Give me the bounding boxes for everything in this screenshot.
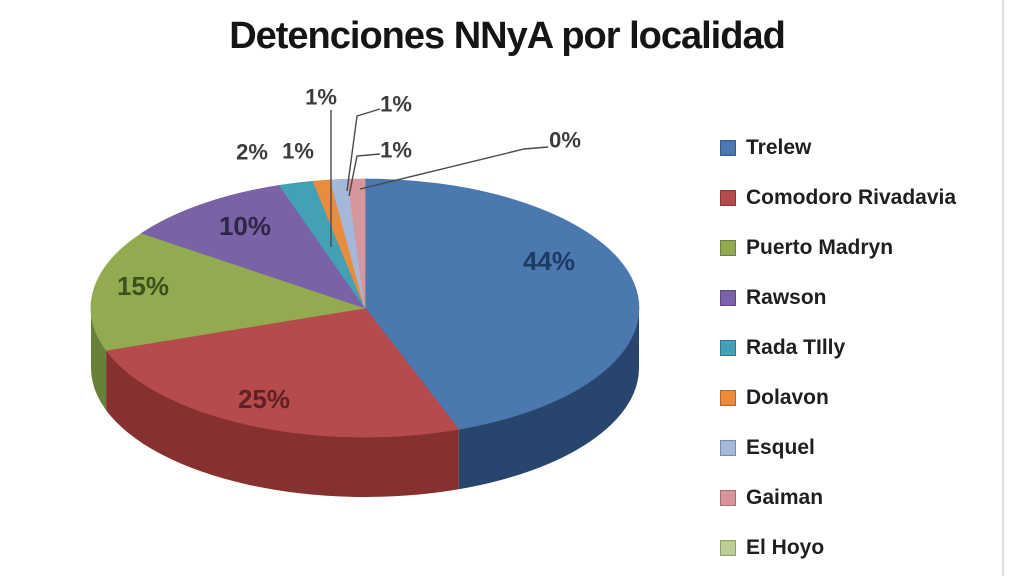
legend-swatch-icon (720, 390, 736, 406)
legend-item-esquel: Esquel (720, 423, 956, 473)
legend-label: Gaiman (746, 486, 824, 509)
percent-label: 44% (523, 246, 575, 276)
legend-label: El Hoyo (746, 536, 825, 559)
legend-label: Rada TIlly (746, 336, 846, 359)
percent-label: 1% (380, 92, 412, 117)
legend-item-comodoro-rivadavia: Comodoro Rivadavia (720, 173, 956, 223)
legend-item-gaiman: Gaiman (720, 473, 956, 523)
legend-label: Puerto Madryn (746, 236, 894, 259)
pie-sides (91, 308, 639, 497)
legend-swatch-icon (720, 290, 736, 306)
legend-swatch-icon (720, 340, 736, 356)
legend-item-el-hoyo: El Hoyo (720, 523, 956, 573)
pie-callouts: 44% 25% 15% 10% 2% 1% 1% 1% 1% 0% (117, 85, 581, 415)
pie-slice-side-trelew (458, 308, 639, 490)
pie-slice-comodoro-rivadavia (105, 307, 460, 438)
chart-title: Detenciones NNyA por localidad (229, 15, 786, 57)
legend: Trelew Comodoro Rivadavia Puerto Madryn Raw… (720, 123, 956, 573)
label-leader-line (346, 108, 381, 192)
label-leader-line (348, 153, 381, 197)
legend-label: Dolavon (746, 386, 829, 409)
percent-label: 2% (236, 140, 268, 165)
legend-label: Rawson (746, 286, 827, 309)
legend-label: Esquel (746, 436, 815, 459)
legend-item-rada-tilly: Rada TIlly (720, 323, 956, 373)
legend-label: Comodoro Rivadavia (746, 186, 957, 209)
percent-label: 15% (117, 271, 169, 301)
percent-label: 1% (380, 138, 412, 163)
legend-swatch-icon (720, 490, 736, 506)
percent-label: 10% (219, 211, 271, 241)
pie-slice-side-puerto-madryn (91, 308, 107, 411)
legend-item-puerto-madryn: Puerto Madryn (720, 223, 956, 273)
legend-item-dolavon: Dolavon (720, 373, 956, 423)
pie-slice-side-comodoro-rivadavia (106, 350, 459, 497)
legend-swatch-icon (720, 240, 736, 256)
percent-label: 1% (305, 85, 337, 110)
legend-label: Trelew (746, 136, 812, 159)
label-leader-line (359, 146, 549, 190)
legend-item-trelew: Trelew (720, 123, 956, 173)
legend-swatch-icon (720, 190, 736, 206)
legend-swatch-icon (720, 540, 736, 556)
percent-label: 25% (238, 384, 290, 414)
pie-tops (90, 178, 640, 438)
legend-swatch-icon (720, 140, 736, 156)
pie-slice-gaiman (347, 178, 366, 309)
legend-item-rawson: Rawson (720, 273, 956, 323)
percent-label: 0% (549, 128, 581, 153)
table-cell-border-line (1002, 0, 1004, 576)
legend-swatch-icon (720, 440, 736, 456)
pie-slice-trelew (364, 178, 640, 430)
percent-label: 1% (282, 139, 314, 164)
pie-slice-rawson (140, 184, 367, 309)
pie-slice-puerto-madryn (90, 232, 366, 351)
